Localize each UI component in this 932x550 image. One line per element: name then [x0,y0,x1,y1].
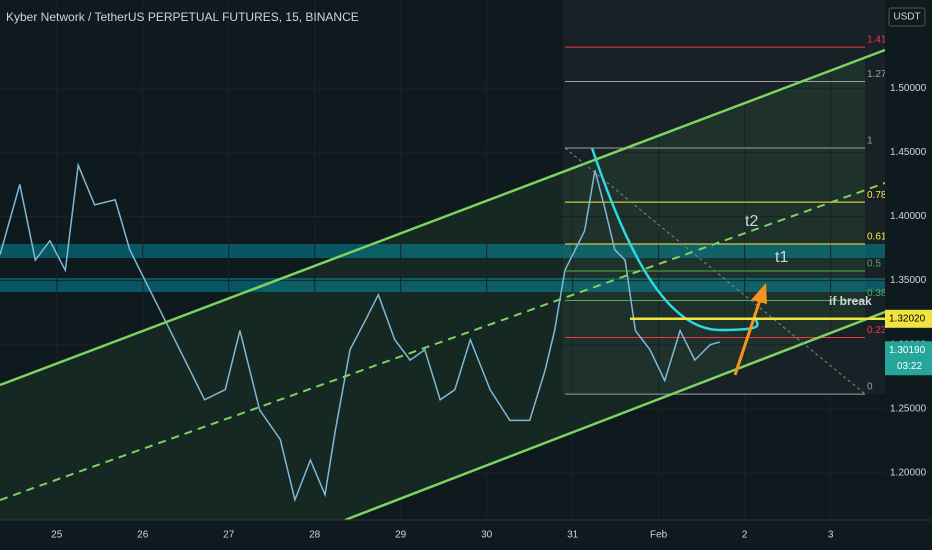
y-tick-label: 1.40000 [890,211,927,222]
x-tick-label: 31 [567,530,579,541]
y-tick-label: 1.25000 [890,403,927,414]
last-price-label: 1.30190 [889,345,926,356]
fib-label: 0.23 [867,325,887,336]
annotation: t2 [745,213,758,230]
break-tag [885,309,932,328]
countdown: 03:22 [897,361,922,372]
x-tick-label: 28 [309,530,321,541]
x-tick-label: 25 [51,530,63,541]
currency[interactable]: USDT [893,12,920,23]
x-tick-label: 27 [223,530,235,541]
x-tick-label: Feb [650,530,668,541]
y-tick-label: 1.45000 [890,147,927,158]
fib-group: 1.41 1.27 1 0.78 0.61 0.5 0.38 0.23 0 [0,0,887,520]
fib-label: 0.78 [867,190,887,201]
price-line [0,162,720,503]
chart-title: Kyber Network / TetherUS PERPETUAL FUTUR… [6,10,359,24]
zone [0,244,885,258]
fib-label: 0.61 [867,232,887,243]
y-tick-label: 1.35000 [890,275,927,286]
annotation: if break [829,294,872,308]
arrow-shaft [733,299,762,376]
currency-button[interactable] [888,7,926,27]
channel-upper [0,48,886,387]
channel-lower [344,310,886,522]
fib-label: 1.27 [867,69,887,80]
fib-diagonal [564,147,866,395]
x-tick-label: 29 [395,530,407,541]
fib-label: 0.5 [867,259,881,270]
fib-area [563,0,885,394]
y-tick-label: 1.50000 [890,83,927,94]
channel-middle [0,182,886,501]
last-tag [885,341,932,376]
fib-label: 1 [867,136,873,147]
y-tick-label: 1.20000 [890,468,927,479]
fib-label: 0 [867,382,873,393]
x-tick-label: 30 [481,530,493,541]
time-axis [0,520,932,550]
zone [0,278,885,292]
fib-label: 1.41 [867,35,887,46]
curve [590,147,759,332]
arrow-head [751,283,767,304]
price-group [0,162,720,503]
channel-fill [0,58,865,520]
annotation: t1 [775,249,788,266]
x-tick-label: 3 [828,530,834,541]
x-tick-label: 26 [137,530,149,541]
x-tick-label: 2 [742,530,748,541]
break-label: 1.32020 [889,313,926,324]
price-axis [885,0,932,550]
fib-label: 0.38 [867,288,887,299]
